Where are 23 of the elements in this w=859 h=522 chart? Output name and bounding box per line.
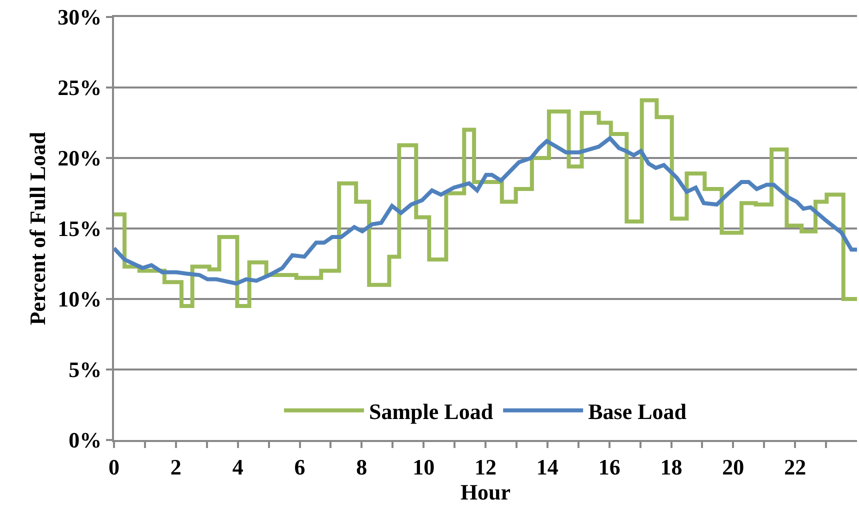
- y-tick-label: 0%: [68, 428, 102, 453]
- y-tick-label: 25%: [58, 75, 102, 100]
- x-tick-label: 4: [232, 454, 244, 480]
- y-tick-label: 10%: [58, 286, 102, 312]
- x-tick-label: 14: [536, 454, 558, 480]
- legend-label: Sample Load: [369, 398, 494, 424]
- x-tick-label: 22: [784, 454, 806, 480]
- y-tick-label: 15%: [58, 216, 102, 242]
- x-tick-label: 6: [294, 454, 306, 480]
- x-axis-title: Hour: [460, 479, 511, 504]
- x-tick-label: 12: [474, 454, 496, 480]
- y-tick-label: 20%: [58, 146, 102, 171]
- x-tick-label: 16: [598, 454, 620, 480]
- x-tick-label: 0: [108, 454, 120, 480]
- y-tick-label: 30%: [58, 4, 102, 30]
- legend-label: Base Load: [588, 398, 687, 424]
- x-tick-label: 2: [170, 454, 182, 480]
- x-tick-label: 18: [660, 454, 682, 480]
- x-tick-label: 8: [356, 454, 368, 480]
- y-tick-label: 5%: [68, 357, 102, 382]
- x-tick-label: 20: [722, 454, 744, 480]
- x-tick-label: 10: [412, 454, 435, 480]
- y-axis-title: Percent of Full Load: [24, 132, 50, 326]
